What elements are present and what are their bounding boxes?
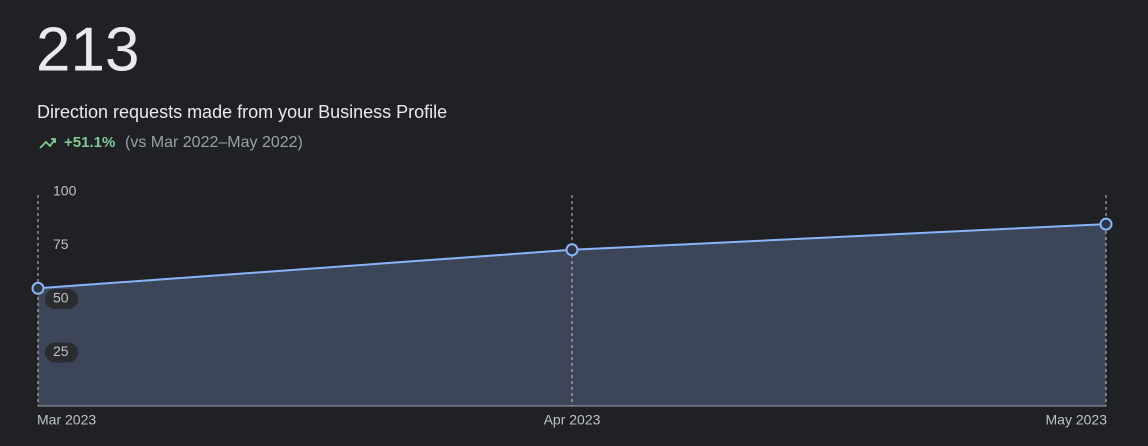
metric-title: Direction requests made from your Busine… [37,102,447,122]
metric-value: 213 [36,15,139,84]
x-tick-label: Mar 2023 [37,412,96,428]
comparison-text: (vs Mar 2022–May 2022) [125,134,303,151]
x-tick-label: May 2023 [1046,412,1108,428]
y-tick-label: 75 [53,236,69,252]
y-tick-label: 25 [53,343,69,359]
tick-pill [45,342,78,363]
point [1099,217,1113,231]
tick-pill [45,289,78,309]
trend-icon [39,138,56,149]
point [31,281,45,295]
plot: 25 50 75 100 Mar 2023 Apr 2023 May 2023 [31,183,1113,428]
y-tick-label: 50 [53,290,69,306]
change-value: +51.1% [64,134,115,151]
y-tick-label: 100 [53,183,77,199]
x-tick-label: Apr 2023 [544,412,601,428]
point [565,243,579,257]
